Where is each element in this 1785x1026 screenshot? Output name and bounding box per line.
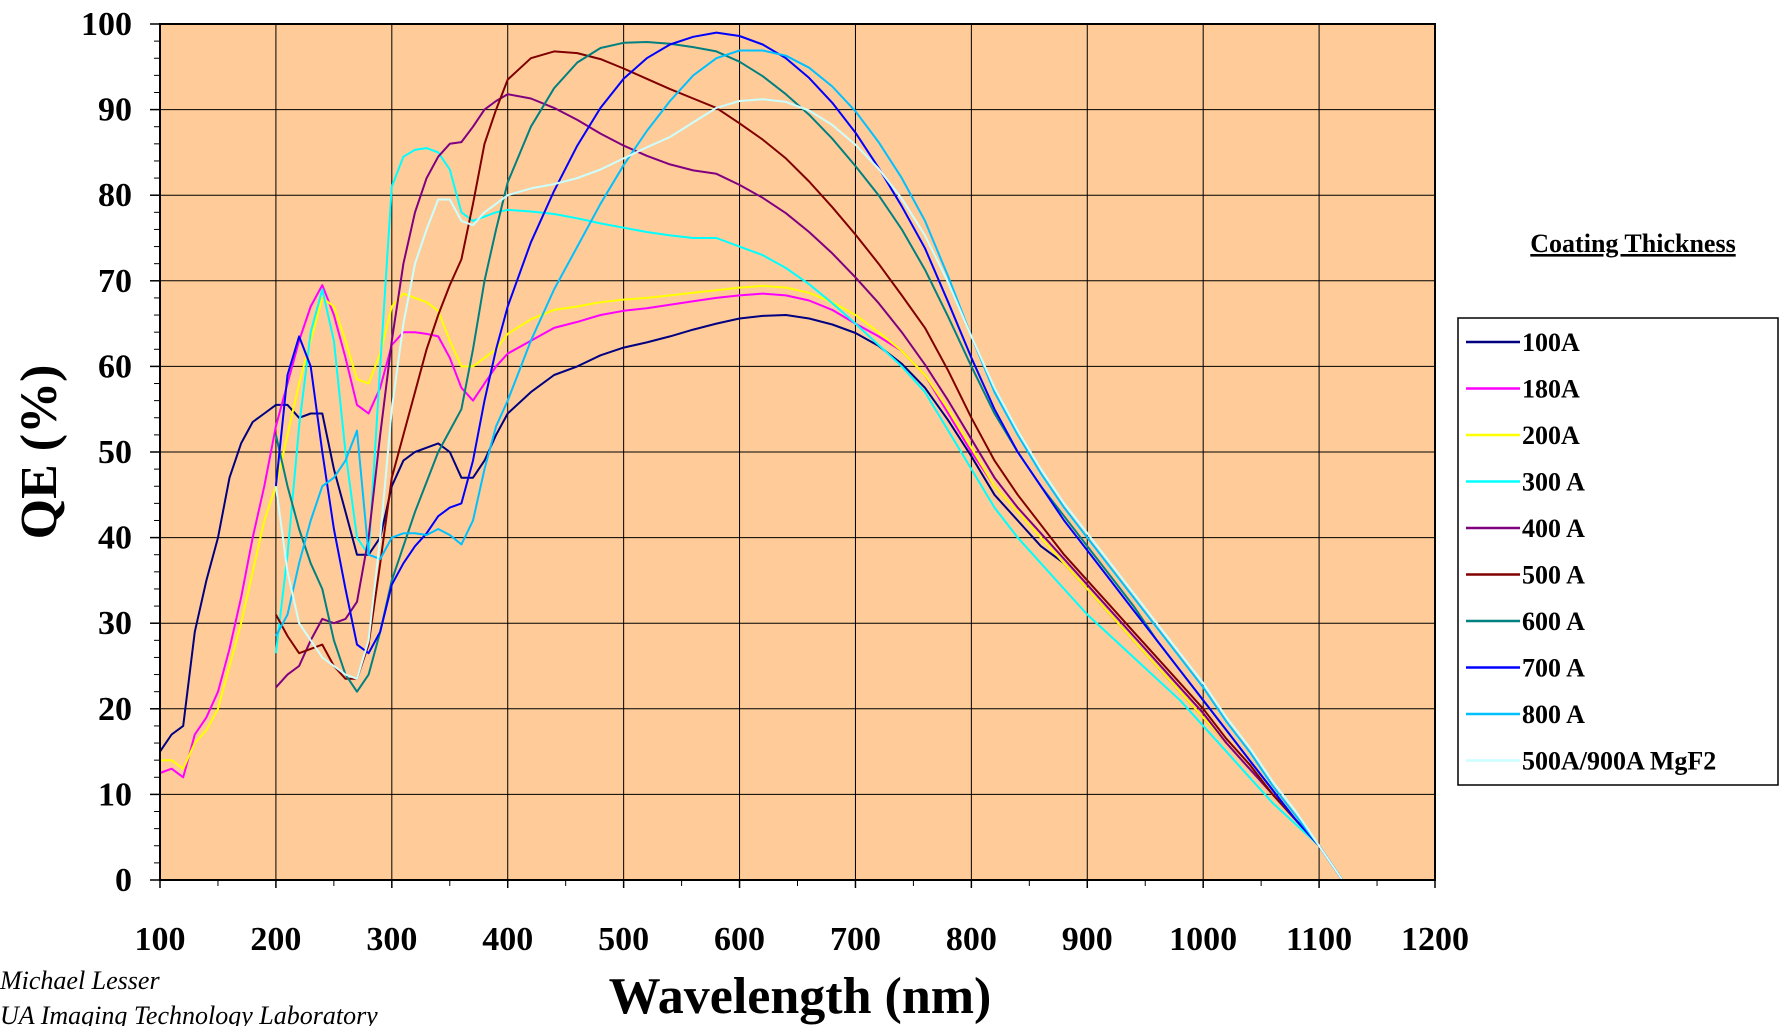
legend-item: 400 A: [1466, 514, 1585, 543]
x-tick-labels: 100 200 300 400 500 600 700 800 900 1000 1100 1200: [135, 921, 1470, 958]
y-tick-label: 30: [98, 605, 132, 642]
x-tick-label: 700: [830, 921, 881, 958]
legend-item: 500A/900A MgF2: [1466, 747, 1716, 776]
legend-item: 200A: [1466, 421, 1580, 450]
legend-item: 600 A: [1466, 607, 1585, 636]
legend-label: 200A: [1522, 421, 1580, 450]
x-tick-label: 200: [250, 921, 301, 958]
legend-label: 500A/900A MgF2: [1522, 747, 1716, 776]
x-tick-label: 900: [1062, 921, 1113, 958]
y-tick-label: 20: [98, 691, 132, 728]
x-tick-label: 300: [366, 921, 417, 958]
legend-label: 400 A: [1522, 514, 1585, 543]
y-tick-label: 80: [98, 177, 132, 214]
series-line-800-a: [275, 49, 1435, 881]
series-line-500a-900a-mgf2: [274, 98, 1435, 881]
y-tick-label: 90: [98, 92, 132, 129]
y-axis-title: QE (%): [11, 365, 68, 540]
x-tick-label: 500: [598, 921, 649, 958]
series-lines: [159, 31, 1435, 881]
x-axis-title: Wavelength (nm): [609, 968, 992, 1025]
legend-item: 180A: [1466, 375, 1580, 404]
legend-label: 800 A: [1522, 700, 1585, 729]
legend-item: 300 A: [1466, 468, 1585, 497]
legend-label: 300 A: [1522, 468, 1585, 497]
series-line-500-a: [275, 50, 1435, 881]
credit-lab: UA Imaging Technology Laboratory: [0, 1001, 378, 1026]
credit-author: Michael Lesser: [0, 966, 160, 995]
y-tick-label: 40: [98, 520, 132, 557]
legend-item: 800 A: [1466, 700, 1585, 729]
legend-label: 180A: [1522, 375, 1580, 404]
x-tick-label: 1000: [1169, 921, 1237, 958]
y-tick-label: 70: [98, 263, 132, 300]
y-tick-label: 100: [81, 6, 132, 43]
legend-title: Coating Thickness: [1530, 229, 1735, 258]
y-tick-label: 10: [98, 776, 132, 813]
series-line-200a: [160, 284, 1435, 881]
plot-border: [159, 23, 1436, 881]
legend-label: 100A: [1522, 328, 1580, 357]
x-tick-label: 100: [135, 921, 186, 958]
y-tick-label: 0: [115, 862, 132, 899]
legend-items: 100A 180A 200A 300 A 400 A 500 A 600 A 700 A 800…: [1466, 328, 1716, 776]
series-line-300-a: [274, 147, 1435, 881]
x-tick-label: 800: [946, 921, 997, 958]
y-tick-label: 50: [98, 434, 132, 471]
x-tick-label: 400: [482, 921, 533, 958]
legend-label: 500 A: [1522, 561, 1585, 590]
legend-box: [1457, 317, 1779, 786]
y-tick-labels: 0 10 20 30 40 50 60 70 80 90 100: [81, 6, 132, 899]
legend-label: 600 A: [1522, 607, 1585, 636]
series-line-700-a: [274, 31, 1435, 881]
x-tick-label: 600: [714, 921, 765, 958]
x-tick-label: 1100: [1286, 921, 1352, 958]
series-line-400-a: [275, 93, 1435, 881]
legend-item: 500 A: [1466, 561, 1585, 590]
legend-item: 100A: [1466, 328, 1580, 357]
y-tick-label: 60: [98, 348, 132, 385]
legend-item: 700 A: [1466, 654, 1585, 683]
legend-label: 700 A: [1522, 654, 1585, 683]
x-tick-label: 1200: [1401, 921, 1469, 958]
